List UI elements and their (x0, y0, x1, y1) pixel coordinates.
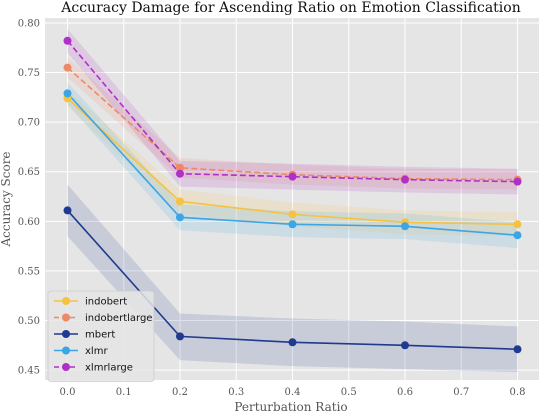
data-point-mbert (289, 338, 297, 346)
y-tick-label: 0.50 (18, 316, 40, 327)
legend-label-indobert: indobert (85, 297, 127, 308)
y-tick-label: 0.55 (18, 266, 40, 277)
y-tick-label: 0.70 (18, 118, 40, 129)
data-point-xlmrlarge (401, 176, 409, 184)
legend-label-xlmr: xlmr (85, 346, 108, 357)
chart-title: Accuracy Damage for Ascending Ratio on E… (60, 0, 520, 16)
data-point-xlmr (289, 220, 297, 228)
y-tick-label: 0.60 (18, 217, 40, 228)
x-tick-label: 0.0 (60, 387, 76, 398)
data-point-indobertlarge (64, 64, 72, 72)
y-tick-label: 0.45 (18, 366, 40, 377)
data-point-mbert (176, 332, 184, 340)
data-point-xlmr (401, 222, 409, 230)
data-point-mbert (64, 206, 72, 214)
y-tick-labels: 0.45 0.50 0.55 0.60 0.65 0.70 0.75 0.80 (18, 18, 40, 376)
y-tick-label: 0.75 (18, 68, 40, 79)
data-point-xlmr (64, 89, 72, 97)
data-point-indobert (176, 197, 184, 205)
legend-marker-indobertlarge (62, 314, 70, 322)
legend-marker-indobert (62, 297, 70, 305)
x-axis-title: Perturbation Ratio (234, 400, 347, 414)
data-point-mbert (514, 345, 522, 353)
legend-label-mbert: mbert (85, 330, 115, 341)
legend-label-xlmrlarge: xlmrlarge (85, 363, 133, 374)
data-point-indobert (289, 210, 297, 218)
data-point-mbert (401, 341, 409, 349)
data-point-xlmr (176, 213, 184, 221)
x-tick-label: 0.2 (172, 387, 188, 398)
data-point-xlmrlarge (289, 173, 297, 181)
data-point-xlmrlarge (176, 170, 184, 178)
data-point-xlmrlarge (64, 37, 72, 45)
data-point-xlmr (514, 231, 522, 239)
legend-marker-xlmr (62, 347, 70, 355)
x-tick-label: 0.4 (285, 387, 301, 398)
y-tick-label: 0.65 (18, 167, 40, 178)
x-tick-label: 0.6 (397, 387, 413, 398)
legend: indobert indobertlarge mbert xlmr xlmrlarge (48, 291, 154, 382)
legend-marker-mbert (62, 330, 70, 338)
data-point-indobert (514, 220, 522, 228)
y-axis-title: Accuracy Score (0, 151, 13, 247)
y-tick-label: 0.80 (18, 18, 40, 29)
x-tick-label: 0.5 (341, 387, 357, 398)
x-tick-label: 0.3 (228, 387, 244, 398)
x-tick-labels: 0.0 0.1 0.2 0.3 0.4 0.5 0.6 0.7 0.8 (60, 387, 526, 398)
x-tick-label: 0.1 (116, 387, 132, 398)
legend-label-indobertlarge: indobertlarge (85, 313, 152, 324)
x-tick-label: 0.8 (510, 387, 526, 398)
legend-marker-xlmrlarge (62, 363, 70, 371)
x-tick-label: 0.7 (453, 387, 469, 398)
data-point-xlmrlarge (514, 178, 522, 186)
